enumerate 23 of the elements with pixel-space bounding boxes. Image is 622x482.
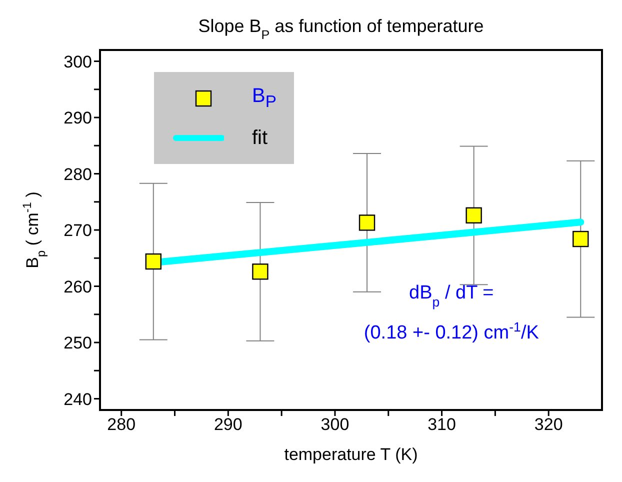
y-tick-label: 250 — [64, 334, 92, 353]
annotation: dB$_{p}$ / dT = — [409, 282, 494, 309]
x-tick-label: 300 — [320, 415, 350, 434]
annotation: (0.18 +- 0.12) cm$^{-1}$/K — [364, 318, 540, 344]
point — [358, 214, 376, 231]
y-tick-label: 280 — [64, 164, 92, 184]
y-tick-label: 290 — [64, 108, 92, 128]
x-tick-label: 310 — [428, 415, 456, 434]
y-tick-label: 240 — [64, 390, 92, 409]
x-tick-label: 320 — [534, 415, 563, 434]
point — [252, 264, 268, 280]
legend-label: B$_{P}$ — [252, 84, 276, 110]
x-axis-title: temperature T (K) — [284, 445, 418, 464]
point — [572, 230, 589, 248]
y-tick-label: 300 — [64, 52, 92, 72]
chart-title: Slope B$_{P}$ as function of temperature — [198, 16, 484, 42]
y-tick-label: 270 — [64, 221, 92, 240]
point — [466, 207, 482, 224]
legend-label: fit — [252, 126, 268, 148]
point — [145, 253, 162, 270]
x-tick-label: 290 — [214, 415, 242, 434]
y-tick-label: 260 — [64, 277, 92, 296]
x-tick-label: 280 — [107, 415, 136, 434]
